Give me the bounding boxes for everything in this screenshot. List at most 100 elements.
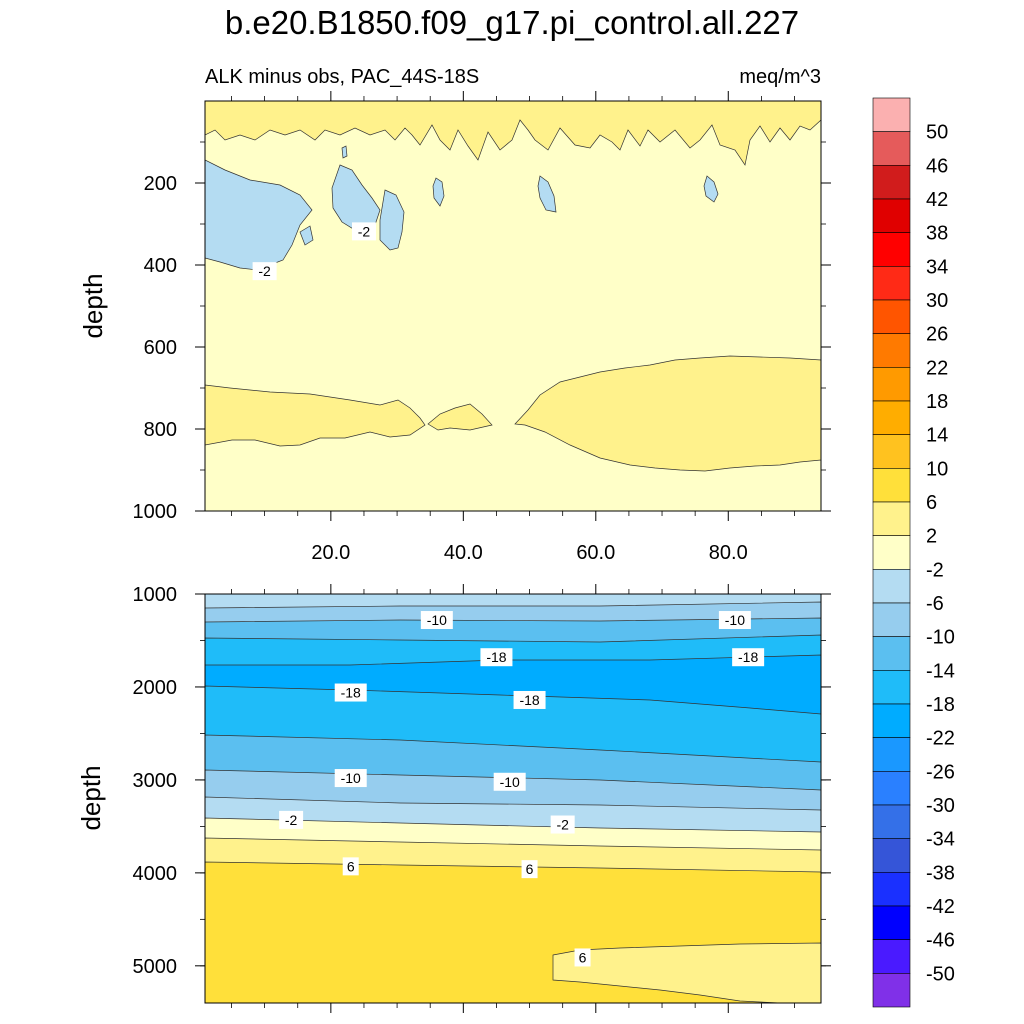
colorbar-label: 22: [926, 357, 948, 379]
contour-label-box: [550, 815, 575, 834]
contour-label: -10: [420, 611, 453, 630]
contour-label: -2: [351, 222, 376, 241]
contour-label-text: -2: [358, 223, 371, 239]
contour-label-box: [480, 648, 513, 667]
colorbar-swatch: [872, 333, 911, 368]
colorbar-swatch: [872, 939, 911, 974]
upper-y-axis-label: depth: [78, 273, 108, 338]
upper-y-tick-labels: 200 400 600 800 1000: [133, 173, 178, 523]
colorbar-swatch: [872, 602, 911, 637]
colorbar-swatch: [872, 973, 911, 1008]
contour-label-box: [493, 772, 526, 791]
colorbar-swatch: [872, 165, 911, 200]
colorbar-label: 2: [926, 526, 937, 548]
chart-title: b.e20.B1850.f09_g17.pi_control.all.227: [225, 4, 799, 41]
y-tick-label: 5000: [133, 956, 178, 978]
colorbar-label: -18: [926, 694, 955, 716]
contour-label: 6: [342, 857, 359, 876]
colorbar-swatch: [872, 299, 911, 334]
contour-label-text: -10: [341, 770, 361, 786]
colorbar-label: -46: [926, 930, 955, 952]
colorbar-swatch: [872, 804, 911, 839]
colorbar-swatch: [872, 400, 911, 435]
contour-label-text: -2: [556, 817, 569, 833]
colorbar-label: 14: [926, 425, 948, 447]
colorbar-swatch: [872, 266, 911, 301]
colorbar-swatch: [872, 232, 911, 267]
upper-x-tick-labels: 20.0 40.0 60.0 80.0: [311, 542, 747, 564]
colorbar-swatch: [872, 838, 911, 873]
colorbar-swatch: [872, 872, 911, 907]
contour-label-text: 6: [526, 861, 534, 877]
field-band-tongue: [552, 942, 821, 1003]
contour-label-text: -18: [341, 685, 361, 701]
y-tick-label: 600: [144, 337, 177, 359]
field-neg-blob: [537, 175, 557, 213]
upper-contour-labels: -2 -2: [252, 222, 376, 281]
colorbar-label: -50: [926, 963, 955, 985]
colorbar-label: 10: [926, 458, 948, 480]
contour-label-text: -2: [285, 812, 298, 828]
colorbar-swatch: [872, 501, 911, 536]
y-tick-label: 200: [144, 173, 177, 195]
colorbar-swatch: [872, 97, 911, 132]
field-pos-surface: [205, 101, 821, 166]
colorbar-swatch: [872, 771, 911, 806]
colorbar-swatch: [872, 198, 911, 233]
colorbar-label: -34: [926, 829, 955, 851]
colorbar-swatch: [872, 468, 911, 503]
colorbar-label: -6: [926, 593, 944, 615]
lower-y-axis-label: depth: [76, 765, 106, 830]
field-neg-blob: [299, 225, 314, 246]
contour-label-text: -10: [500, 774, 520, 790]
colorbar-label: -26: [926, 761, 955, 783]
contour-label-box: [521, 860, 538, 879]
colorbar-label: -14: [926, 660, 955, 682]
lower-panel-frame: [204, 593, 822, 1004]
contour-label: 6: [574, 948, 591, 967]
contour-label-text: -2: [258, 263, 271, 279]
field-neg-blob: [341, 145, 348, 159]
contour-label: -2: [550, 815, 575, 834]
x-tick-label: 80.0: [709, 542, 748, 564]
y-tick-label: 400: [144, 255, 177, 277]
lower-y-tick-labels: 1000 2000 3000 4000 5000: [133, 584, 178, 978]
colorbar-label: -42: [926, 896, 955, 918]
contour-label-box: [279, 810, 304, 829]
contour-label: -18: [732, 648, 765, 667]
colorbar-swatch: [872, 670, 911, 705]
colorbar-label: 6: [926, 492, 937, 514]
contour-label-text: -18: [738, 649, 758, 665]
colorbar-label: -2: [926, 559, 944, 581]
contour-label-box: [513, 690, 546, 709]
contour-label-box: [342, 857, 359, 876]
contour-label-box: [252, 262, 277, 281]
contour-label: -2: [279, 810, 304, 829]
field-neg-blob: [379, 189, 405, 251]
colorbar-label: -38: [926, 862, 955, 884]
contour-label-text: -10: [427, 612, 447, 628]
colorbar-swatch: [872, 905, 911, 940]
colorbar-swatch: [872, 131, 911, 166]
y-tick-label: 3000: [133, 770, 178, 792]
y-tick-label: 1000: [133, 584, 178, 606]
colorbar-swatch: [872, 367, 911, 402]
colorbar-label: 18: [926, 391, 948, 413]
contour-label-box: [718, 611, 751, 630]
colorbar-label: 46: [926, 155, 948, 177]
colorbar-label: -10: [926, 627, 955, 649]
colorbar-label: -22: [926, 728, 955, 750]
colorbar-swatch: [872, 703, 911, 738]
contour-label: -2: [252, 262, 277, 281]
colorbar: 50 46 42 38 34 30 26 22 18 14 10 6 2 -2 -6 -10 -14 -18 -22…: [872, 97, 955, 1008]
colorbar-label: -30: [926, 795, 955, 817]
field-pos-deep-west: [205, 384, 426, 447]
colorbar-label: 34: [926, 256, 948, 278]
field-neg-blob: [432, 177, 445, 207]
field-neg-blob: [703, 175, 719, 203]
x-tick-label: 60.0: [576, 542, 615, 564]
colorbar-label: 50: [926, 122, 948, 144]
contour-label-text: -18: [519, 692, 539, 708]
